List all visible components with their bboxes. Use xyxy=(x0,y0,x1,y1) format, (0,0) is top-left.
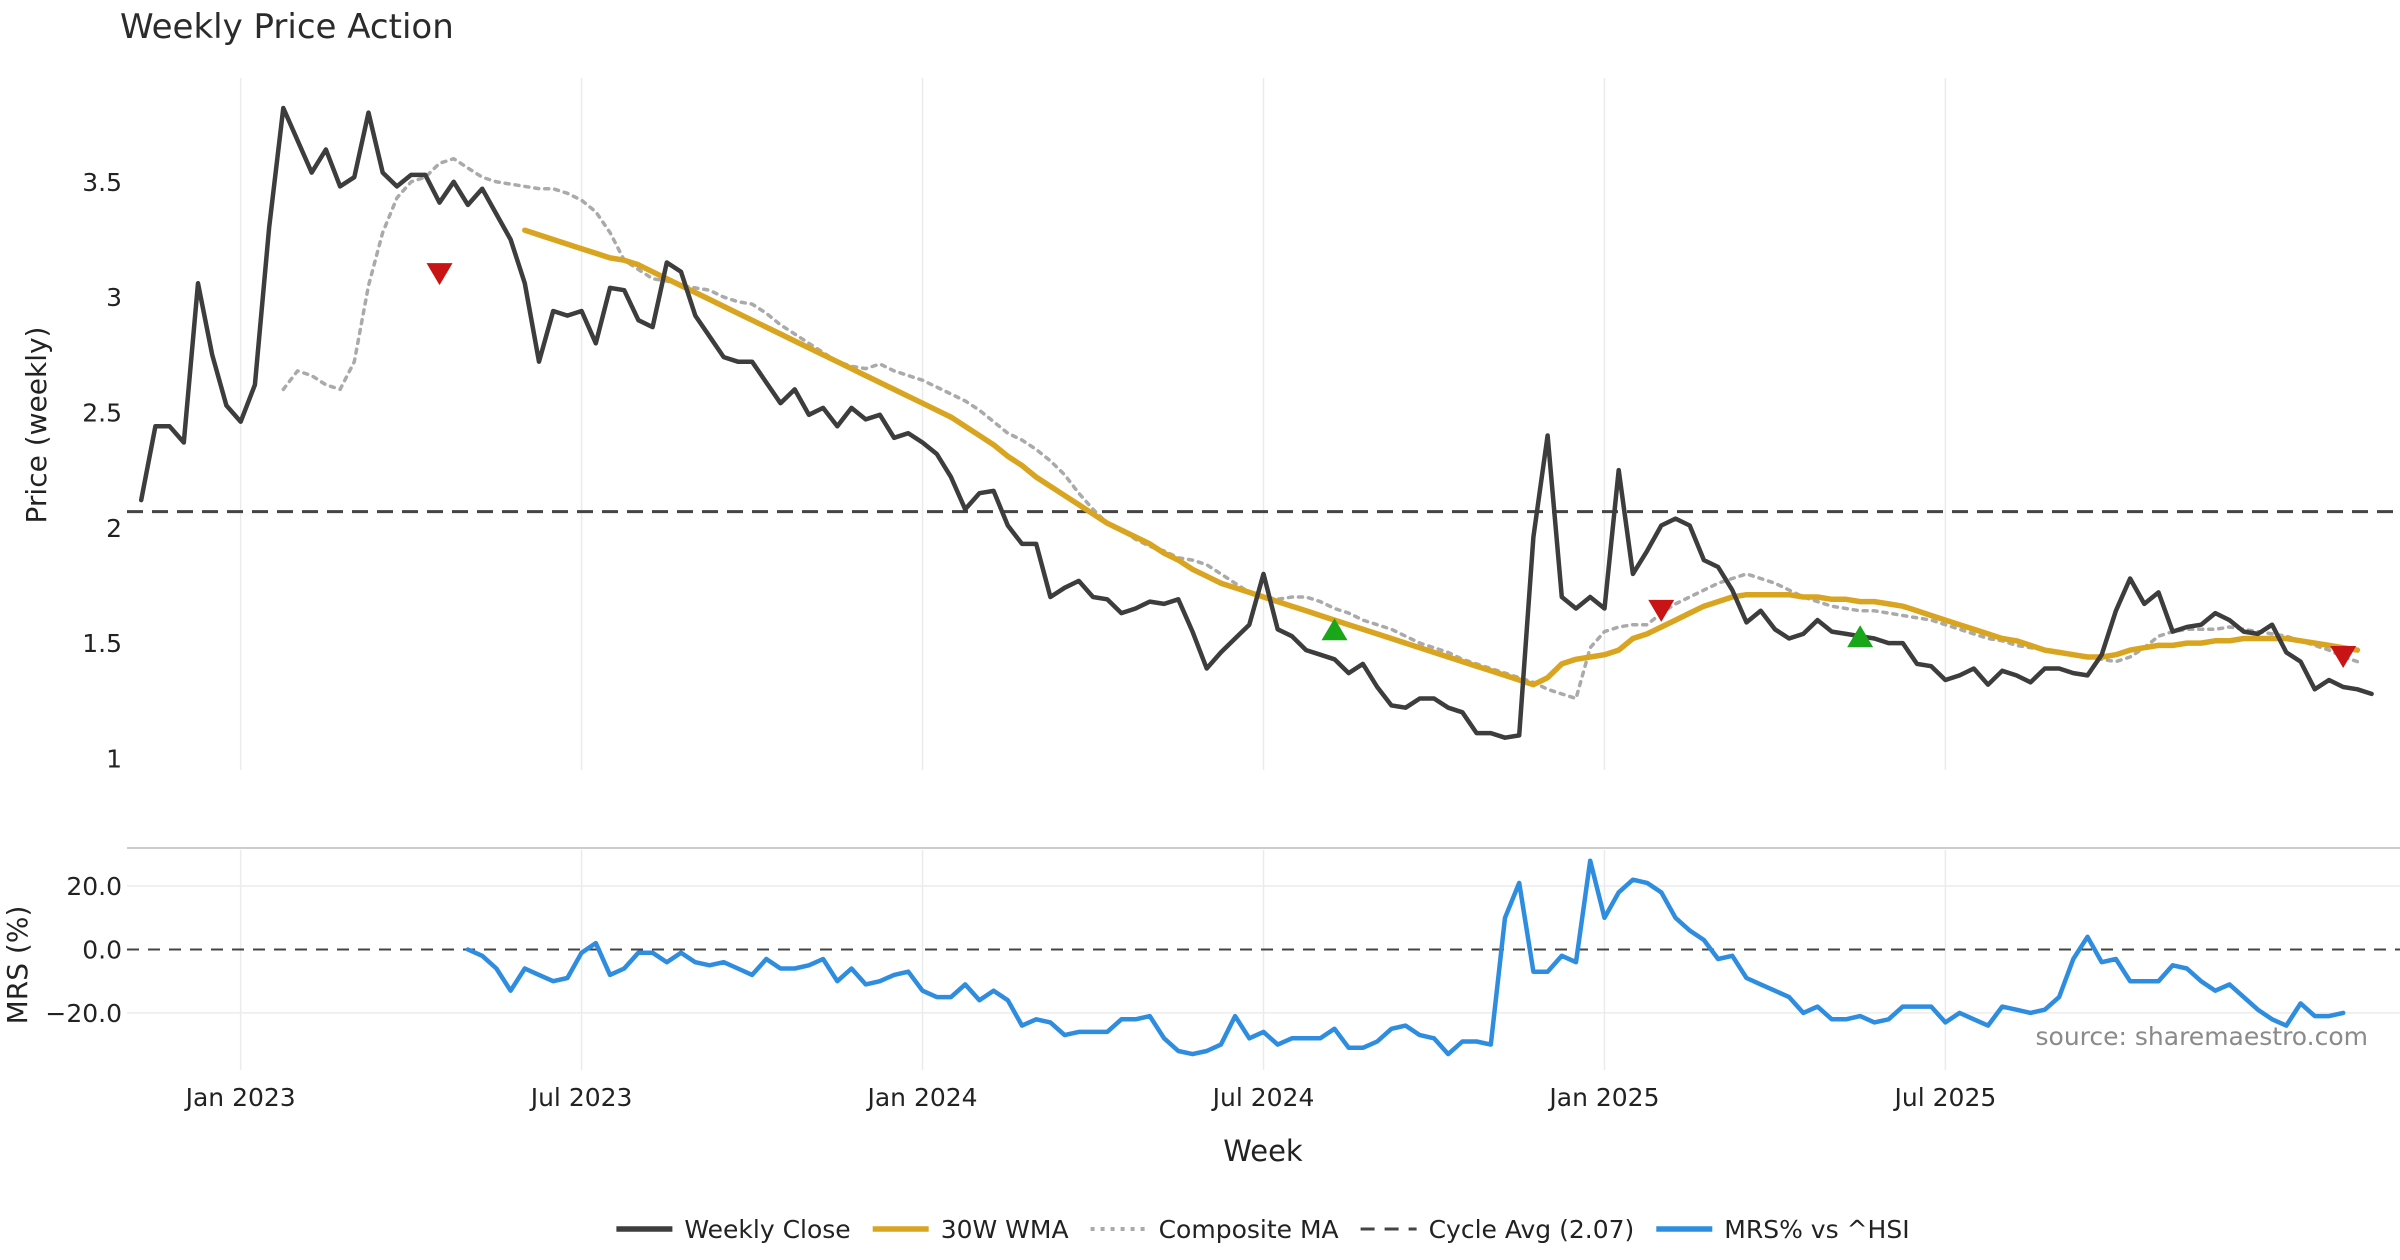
x-tick-label: Jul 2025 xyxy=(1893,1083,1997,1112)
price-grid xyxy=(239,78,1947,770)
weekly-close-line xyxy=(138,105,2374,740)
legend-label: Composite MA xyxy=(1159,1215,1339,1244)
price-y-tick-label: 2.5 xyxy=(82,398,122,427)
x-axis-label: Week xyxy=(1223,1134,1303,1168)
mrs-y-tick-label: −20.0 xyxy=(45,999,122,1028)
price-y-tick-label: 3 xyxy=(106,283,122,312)
price-y-tick-label: 2 xyxy=(106,514,122,543)
price-y-tick-label: 1.5 xyxy=(82,629,122,658)
source-note: source: sharemaestro.com xyxy=(2036,1022,2369,1051)
x-tick-label: Jan 2024 xyxy=(865,1083,977,1112)
mrs-y-tick-label: 20.0 xyxy=(66,872,122,901)
x-ticks: Jan 2023 Jul 2023 Jan 2024 Jul 2024 Jan 2025… xyxy=(184,1083,1997,1112)
x-tick-label: Jul 2024 xyxy=(1211,1083,1315,1112)
legend-label: Cycle Avg (2.07) xyxy=(1429,1215,1635,1244)
buy-signal-marker xyxy=(1321,618,1348,641)
legend-entry: Composite MA xyxy=(1090,1215,1339,1244)
price-y-label: Price (weekly) xyxy=(20,327,53,524)
chart-title: Weekly Price Action xyxy=(120,7,454,47)
legend-label: MRS% vs ^HSI xyxy=(1724,1215,1909,1244)
legend-entry: Cycle Avg (2.07) xyxy=(1360,1215,1635,1244)
sell-signal-marker xyxy=(2330,645,2357,668)
x-tick-label: Jul 2023 xyxy=(529,1083,633,1112)
x-tick-label: Jan 2025 xyxy=(1547,1083,1659,1112)
price-y-tick-label: 3.5 xyxy=(82,168,122,197)
signal-markers xyxy=(426,263,2357,668)
legend: Weekly Close 30W WMA Composite MA Cycle Avg… xyxy=(616,1215,1910,1244)
legend-entry: Weekly Close xyxy=(616,1215,851,1244)
mrs-y-tick-label: 0.0 xyxy=(82,935,122,964)
mrs-y-label: MRS (%) xyxy=(1,906,34,1025)
price-y-tick-label: 1 xyxy=(106,744,122,773)
price-y-ticks: 1 1.5 2 2.5 3 3.5 xyxy=(82,168,122,774)
legend-label: Weekly Close xyxy=(684,1215,850,1244)
mrs-line xyxy=(465,858,2346,1057)
legend-label: 30W WMA xyxy=(941,1215,1069,1244)
sell-signal-marker xyxy=(426,263,453,286)
wma-30w-line xyxy=(522,227,2361,688)
x-tick-label: Jan 2023 xyxy=(184,1083,296,1112)
price-series-group xyxy=(138,105,2374,740)
sell-signal-marker xyxy=(1648,599,1675,622)
mrs-y-ticks: 20.0 0.0 −20.0 xyxy=(45,872,122,1028)
legend-entry: 30W WMA xyxy=(872,1215,1069,1244)
legend-entry: MRS% vs ^HSI xyxy=(1656,1215,1910,1244)
buy-signal-marker xyxy=(1847,625,1874,648)
mrs-series-group xyxy=(465,858,2346,1057)
